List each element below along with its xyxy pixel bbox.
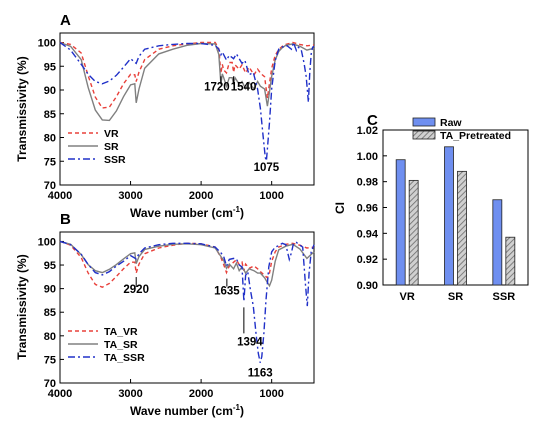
panel-b-x-ticks: 4000 3000 2000 1000 [48, 379, 284, 400]
panel-b-x-axis-label-end: ) [240, 404, 244, 418]
panel-a-series [59, 40, 315, 162]
panel-b-y-axis-label: Transmissivity (%) [15, 254, 29, 359]
b-annotation-label: 1163 [248, 368, 273, 380]
b-y-tick-label: 80 [44, 331, 56, 343]
c-bar-ta-pretreated [457, 170, 467, 286]
panel-a-x-axis-label: Wave number (cm-1) [130, 205, 244, 220]
a-x-tick-label: 4000 [48, 190, 72, 202]
c-y-tick-label: 1.00 [357, 151, 378, 163]
c-legend-label: TA_Pretreated [440, 130, 511, 142]
a-legend-label: VR [104, 128, 119, 140]
panel-c-x-labels: VR SR SSR [400, 291, 516, 303]
b-x-tick-label: 2000 [189, 388, 213, 400]
b-y-tick-label: 95 [44, 260, 56, 272]
b-y-tick-label: 75 [44, 354, 56, 366]
b-x-tick-label: 3000 [118, 388, 142, 400]
a-series-line-ssr [59, 40, 315, 162]
b-legend-label: TA_SR [104, 339, 138, 351]
a-x-tick-label: 2000 [189, 190, 213, 202]
b-annotation-label: 1394 [237, 336, 263, 348]
c-bar-raw [492, 199, 503, 286]
panel-b-y-ticks: 70 75 80 85 90 95 100 [38, 236, 64, 390]
panel-a-plot-area [59, 32, 315, 186]
a-y-tick-label: 70 [44, 180, 56, 192]
panel-c-chart: C 0.90 0.92 0.94 0.96 0.98 1.00 1.02 VR SR SSR C… [333, 112, 529, 303]
panel-b-series [59, 240, 315, 363]
a-legend-label: SR [104, 141, 119, 153]
panel-a-y-ticks: 70 75 80 85 90 95 100 [38, 38, 64, 192]
a-y-tick-label: 80 [44, 133, 56, 145]
b-x-tick-label: 4000 [48, 388, 72, 400]
c-bar-ta-pretreated [408, 179, 419, 286]
c-x-tick-label: SSR [493, 291, 516, 303]
c-y-tick-label: 0.96 [357, 203, 378, 215]
c-legend-swatch [412, 130, 436, 140]
b-series-line-ta-ssr [59, 240, 315, 363]
panel-b-x-axis-label-sup: -1 [233, 403, 241, 412]
b-series-line-ta-vr [59, 240, 315, 288]
panel-a-x-axis-label-sup: -1 [233, 205, 241, 214]
c-bar-raw [444, 146, 454, 286]
panel-a-y-axis-label: Transmissivity (%) [15, 56, 29, 161]
b-y-tick-label: 100 [38, 236, 56, 248]
c-y-tick-label: 0.92 [357, 254, 378, 266]
a-legend-label: SSR [104, 154, 126, 166]
a-x-tick-label: 1000 [259, 190, 283, 202]
b-y-tick-label: 85 [44, 307, 56, 319]
panel-c-y-axis-label: CI [333, 202, 347, 214]
panel-c-bars [395, 146, 516, 286]
b-legend-label: TA_VR [104, 326, 138, 338]
a-annotation-label: 1075 [254, 162, 280, 174]
panel-c-y-ticks: 0.90 0.92 0.94 0.96 0.98 1.00 1.02 [357, 125, 387, 292]
a-x-tick-label: 3000 [118, 190, 142, 202]
panel-b-chart: B 70 75 80 85 90 95 100 4000 3000 2000 1000 2920 1… [15, 211, 315, 418]
a-annotation-label: 1540 [231, 81, 257, 93]
panel-a-x-axis-label-main: Wave number (cm [130, 206, 233, 220]
panel-b-letter: B [60, 211, 71, 228]
panel-b-annotations: 2920 1635 1394 1163 [123, 277, 273, 380]
a-series-line-sr [59, 41, 315, 122]
c-legend-label: Raw [440, 117, 462, 129]
c-x-tick-label: VR [400, 291, 415, 303]
c-bar-ta-pretreated [505, 236, 516, 286]
panel-a-letter: A [60, 12, 71, 29]
c-y-tick-label: 0.90 [357, 280, 378, 292]
a-series-line-vr [59, 41, 315, 109]
a-y-tick-label: 90 [44, 85, 56, 97]
a-y-tick-label: 100 [38, 38, 56, 50]
panel-c-letter: C [367, 112, 378, 129]
b-annotation-label: 2920 [123, 284, 149, 296]
panel-a-x-axis-label-end: ) [240, 206, 244, 220]
b-legend-label: TA_SSR [104, 352, 145, 364]
a-annotation-label: 1720 [204, 81, 230, 93]
b-y-tick-label: 90 [44, 284, 56, 296]
a-y-tick-label: 75 [44, 156, 56, 168]
a-y-tick-label: 95 [44, 61, 56, 73]
c-y-tick-label: 1.02 [357, 125, 378, 137]
b-x-tick-label: 1000 [259, 388, 283, 400]
panel-b-x-axis-label-main: Wave number (cm [130, 404, 233, 418]
panel-a-x-ticks: 4000 3000 2000 1000 [48, 181, 284, 202]
c-y-tick-label: 0.94 [357, 228, 379, 240]
b-series-line-ta-sr [59, 240, 315, 288]
c-legend-swatch [412, 117, 436, 127]
panel-b-x-axis-label: Wave number (cm-1) [130, 403, 244, 418]
c-x-tick-label: SR [448, 291, 463, 303]
c-bar-raw [395, 159, 406, 286]
panel-b-plot-area [59, 231, 315, 384]
panel-a-annotations: 1720 1540 1075 [204, 76, 280, 174]
a-y-tick-label: 85 [44, 109, 56, 121]
c-y-tick-label: 0.98 [357, 177, 378, 189]
b-annotation-label: 1635 [214, 286, 240, 298]
b-y-tick-label: 70 [44, 378, 56, 390]
